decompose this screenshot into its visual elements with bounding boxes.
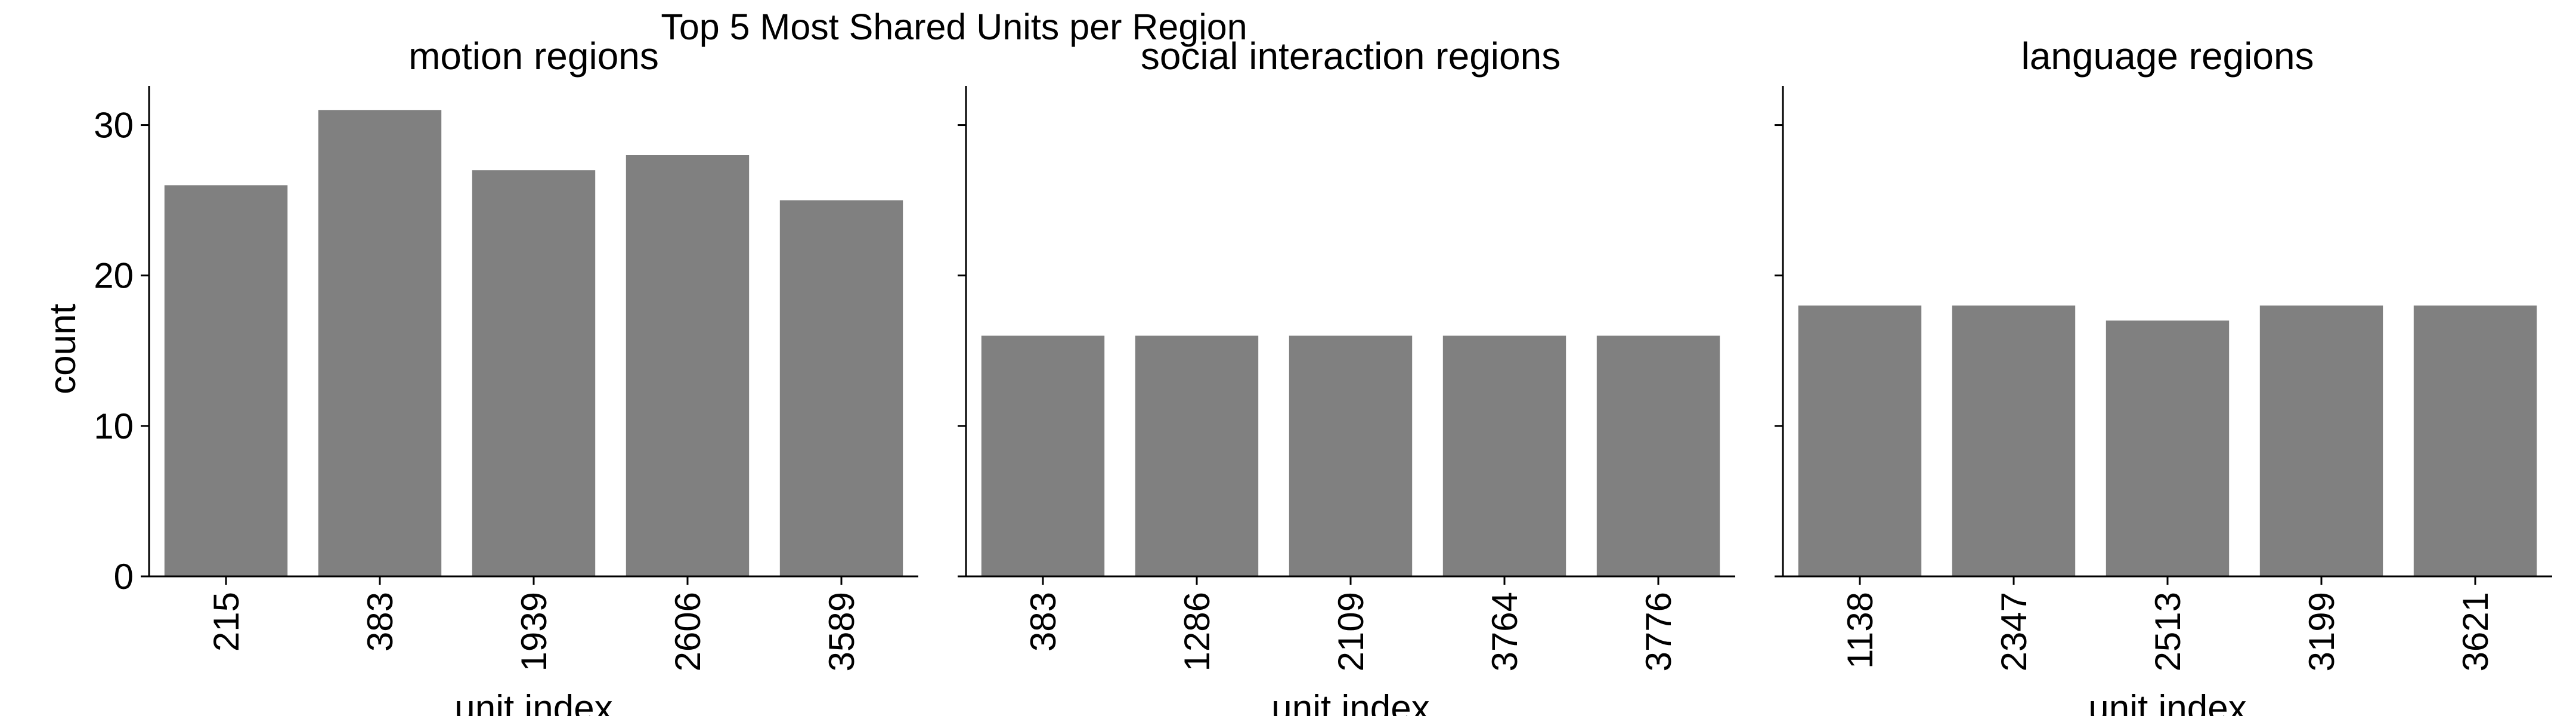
chart-panel-1: 0 10 20 30 215 383 1939 2606 3589 motion regions u… <box>42 35 918 716</box>
x-tick-label: 215 <box>206 592 246 652</box>
bar <box>1798 305 1922 576</box>
x-tick-label: 383 <box>360 592 400 652</box>
x-tick-label: 2513 <box>2148 592 2188 671</box>
y-axis-label: count <box>42 304 83 394</box>
bar <box>2259 305 2383 576</box>
bar <box>1135 335 1259 576</box>
x-tick-label: 1138 <box>1840 592 1880 669</box>
bar <box>779 200 903 577</box>
y-tick-label: 10 <box>94 406 134 446</box>
chart-panel-2: 383 1286 2109 3764 3776 social interaction re… <box>958 35 1735 716</box>
x-tick-label: 3776 <box>1639 592 1679 671</box>
bar <box>2413 305 2537 576</box>
bar <box>164 185 288 576</box>
bar <box>1289 335 1413 576</box>
bar <box>472 170 596 576</box>
figure-title: Top 5 Most Shared Units per Region <box>661 7 1247 47</box>
chart-panels: 0 10 20 30 215 383 1939 2606 3589 motion regions u… <box>42 35 2552 716</box>
x-axis-label: unit index <box>1271 688 1429 716</box>
x-tick-label: 1939 <box>514 592 554 671</box>
x-axis-label: unit index <box>2088 688 2246 716</box>
x-tick-label: 2109 <box>1331 592 1371 671</box>
x-tick-label: 3621 <box>2456 592 2496 671</box>
x-tick-label: 383 <box>1023 592 1063 652</box>
bar <box>626 155 750 576</box>
x-axis-label: unit index <box>454 688 612 716</box>
bar <box>981 335 1105 576</box>
x-tick-label: 1286 <box>1177 592 1217 671</box>
x-tick-label: 2347 <box>1994 592 2034 671</box>
bar <box>1952 305 2076 576</box>
x-tick-label: 3764 <box>1485 592 1525 671</box>
y-tick-label: 0 <box>114 557 134 597</box>
bar <box>318 110 442 577</box>
x-tick-label: 3199 <box>2302 592 2342 671</box>
panel-title: motion regions <box>408 35 659 78</box>
bar <box>1596 335 1720 576</box>
y-tick-label: 20 <box>94 256 134 296</box>
panel-title: social interaction regions <box>1141 35 1561 78</box>
y-tick-label: 30 <box>94 106 134 146</box>
x-tick-label: 3589 <box>822 592 862 671</box>
bar <box>1442 335 1566 576</box>
bar <box>2106 320 2230 576</box>
panel-title: language regions <box>2021 35 2314 78</box>
x-tick-label: 2606 <box>668 592 708 671</box>
chart-panel-3: 1138 2347 2513 3199 3621 language regions unit… <box>1775 35 2552 716</box>
